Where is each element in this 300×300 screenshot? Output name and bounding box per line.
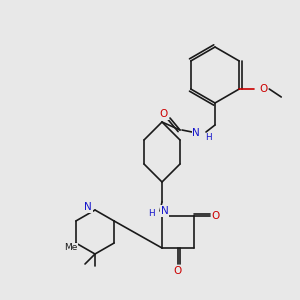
Text: O: O [259, 84, 267, 94]
Text: N: N [192, 128, 200, 138]
Text: N: N [161, 206, 169, 216]
Text: H: H [205, 134, 211, 142]
Text: Me: Me [64, 244, 77, 253]
Text: O: O [212, 211, 220, 221]
Text: O: O [160, 109, 168, 119]
Text: N: N [84, 202, 92, 212]
Text: O: O [174, 266, 182, 276]
Text: H: H [148, 209, 155, 218]
